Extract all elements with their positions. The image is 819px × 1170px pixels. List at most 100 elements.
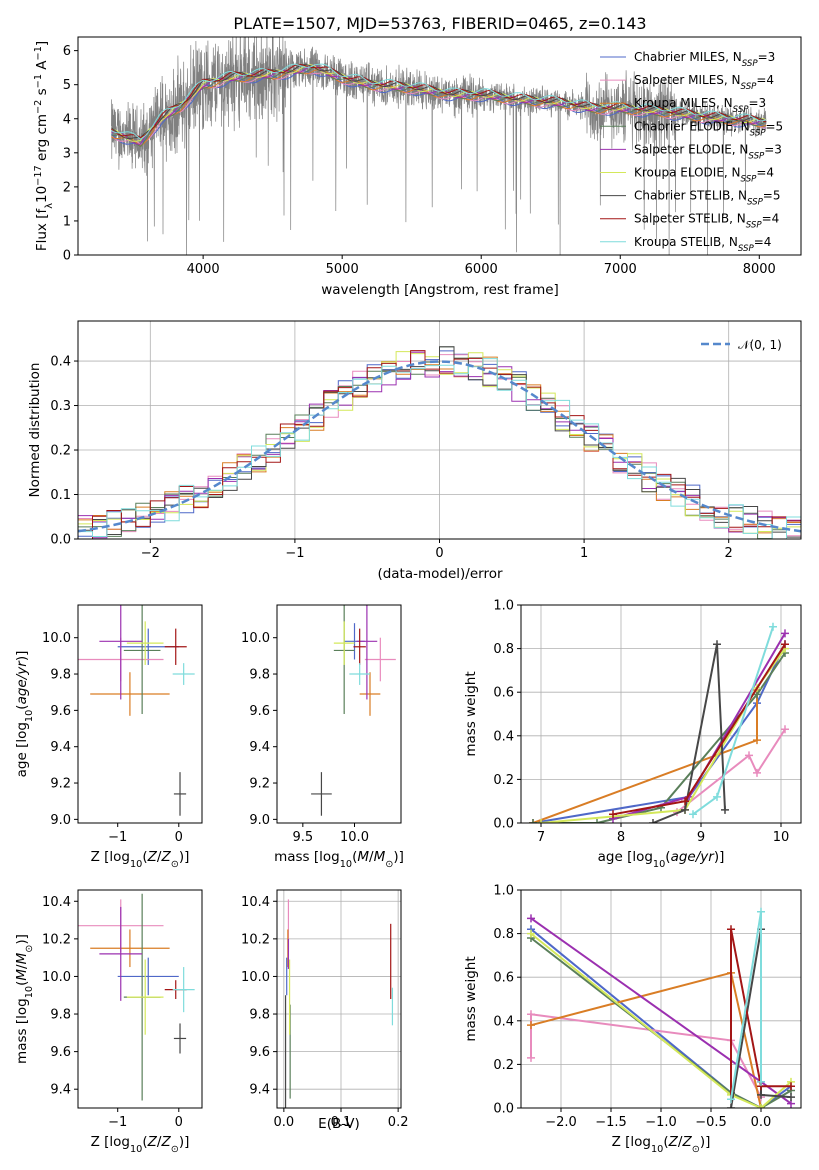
x-axis-label: (data-model)/error: [377, 566, 503, 582]
series-marker-salpeter_miles: [527, 1010, 535, 1019]
x-tick-label: −2: [141, 546, 160, 561]
y-tick-label: 1: [63, 214, 71, 229]
x-tick-label: 9: [697, 830, 705, 845]
y-tick-label: 4: [63, 112, 71, 127]
y-tick-label: 0.0: [493, 817, 514, 832]
y-axis-label: age [log10(age/yr)]: [14, 651, 35, 778]
y-tick-label: 0.2: [493, 1058, 514, 1073]
y-tick-label: 0.4: [50, 355, 71, 370]
x-tick-label: −1: [108, 830, 127, 845]
y-tick-label: 9.4: [50, 1083, 71, 1098]
legend-text-part: =3: [758, 50, 776, 64]
chart-mass_weight_vs_Z: −2.0 −1.5 −1.0 −0.5 0.0 0.0 0.2 0.4 0.6 0.8 1.0: [493, 884, 802, 1130]
legend-text-part: SSP: [742, 59, 759, 69]
legend-label-chabrier_elodie: Chabrier ELODIE, NSSP=5: [634, 119, 783, 138]
legend-text-part: =4: [756, 166, 774, 180]
legend-text-part: =3: [764, 142, 782, 156]
legend-label-salpeter_elodie: Salpeter ELODIE, NSSP=3: [634, 142, 782, 161]
x-axis-label: Z [log10(Z/Z⊙)]: [612, 1134, 711, 1155]
legend-text-part: SSP: [738, 244, 755, 254]
series-marker-salpeter_stelib: [781, 640, 789, 649]
series-marker-kroupa_stelib: [769, 622, 777, 631]
series-marker-salpeter_miles: [527, 1053, 535, 1062]
y-tick-label: 5: [63, 78, 71, 93]
plot-area: [78, 893, 195, 1101]
series-marker-chabrier_stelib: [787, 1093, 795, 1102]
y-tick-label: 0.6: [493, 971, 514, 986]
axes-frame: [77, 320, 802, 540]
legend-text-part: SSP: [746, 221, 763, 231]
y-tick-label: 9.8: [249, 1008, 270, 1023]
legend-text-part: Kroupa STELIB, N: [634, 235, 738, 249]
x-axis-label: age [log10(age/yr)]: [598, 849, 725, 870]
x-tick-label: −2.0: [545, 1115, 577, 1130]
y-tick-label: 9.2: [249, 777, 270, 792]
y-tick-label: 10.4: [241, 895, 270, 910]
x-tick-label: −1: [108, 1115, 127, 1130]
legend-text-part: SSP: [747, 198, 764, 208]
normal-reference-curve: [78, 360, 801, 533]
series-marker-kroupa_miles: [753, 736, 761, 745]
legend-text-part: SSP: [733, 105, 750, 115]
legend-text-part: SSP: [741, 82, 758, 92]
series-marker-chabrier_stelib: [713, 640, 721, 649]
legend-text-part: Chabrier STELIB, N: [634, 189, 747, 203]
series-marker-kroupa_stelib: [689, 810, 697, 819]
series-marker-kroupa_miles: [527, 1021, 535, 1030]
x-tick-label: 10.0: [340, 830, 369, 845]
y-tick-label: 9.6: [249, 1045, 270, 1060]
y-tick-label: 2: [63, 180, 71, 195]
y-tick-label: 10.2: [42, 932, 71, 947]
series-marker-chabrier_stelib: [721, 805, 729, 814]
y-tick-label: 10.0: [241, 970, 270, 985]
series-marker-salpeter_stelib: [727, 925, 735, 934]
x-axis-label: Z [log10(Z/Z⊙)]: [91, 1134, 190, 1155]
x-tick-label: 0: [175, 1115, 183, 1130]
legend-label-chabrier_stelib: Chabrier STELIB, NSSP=5: [634, 189, 781, 208]
y-tick-label: 9.0: [249, 813, 270, 828]
series-marker-salpeter_stelib: [681, 797, 689, 806]
legend-text-part: Salpeter STELIB, N: [634, 212, 746, 226]
y-tick-label: 9.0: [50, 813, 71, 828]
series-marker-kroupa_stelib: [757, 1077, 765, 1086]
chart-age_vs_Z: −1 0 9.0 9.2 9.4 9.6 9.8 10.0: [42, 604, 203, 845]
y-tick-label: 1.0: [493, 599, 514, 614]
model-spectrum-salpeter_elodie: [111, 64, 767, 145]
y-tick-label: 0: [63, 249, 71, 264]
legend-text-part: =4: [756, 73, 774, 87]
legend-text-part: Kroupa MILES, N: [634, 96, 733, 110]
x-tick-label: −1: [285, 546, 304, 561]
y-tick-label: 0.8: [493, 642, 514, 657]
legend-label-chabrier_miles: Chabrier MILES, NSSP=3: [634, 50, 775, 69]
y-tick-label: 0.2: [493, 773, 514, 788]
y-tick-label: 10.4: [42, 895, 71, 910]
x-tick-label: 8000: [743, 262, 776, 277]
legend-label-kroupa_elodie: Kroupa ELODIE, NSSP=4: [634, 166, 774, 185]
legend-text-part: =4: [762, 212, 780, 226]
x-tick-label: −1.5: [595, 1115, 627, 1130]
series-line-chabrier_miles: [532, 643, 786, 823]
legend-text-part: SSP: [750, 128, 767, 138]
series-marker-kroupa_stelib: [757, 907, 765, 916]
x-tick-label: 0.1: [331, 1115, 352, 1130]
y-tick-label: 10.2: [241, 932, 270, 947]
legend-text-part: Salpeter MILES, N: [634, 73, 741, 87]
y-tick-label: 9.4: [50, 740, 71, 755]
series-marker-salpeter_miles: [781, 725, 789, 734]
y-axis-label: Flux [fλ10−17 erg cm−2 s−1 A−1]: [33, 41, 55, 251]
plot-area: [78, 605, 195, 816]
y-tick-label: 10.0: [241, 631, 270, 646]
model-spectrum-kroupa_elodie: [111, 64, 767, 142]
series-marker-chabrier_stelib: [649, 819, 657, 823]
legend-text-part: =4: [754, 235, 772, 249]
x-tick-label: 2: [725, 546, 733, 561]
y-tick-label: 9.2: [50, 777, 71, 792]
axes-frame: [520, 604, 802, 824]
series-marker-salpeter_miles: [753, 768, 761, 777]
series-marker-chabrier_stelib: [757, 1090, 765, 1099]
y-axis-label: Normed distribution: [27, 363, 43, 498]
y-tick-label: 9.6: [249, 704, 270, 719]
legend-text-part: Chabrier MILES, N: [634, 50, 742, 64]
legend-label-kroupa_stelib: Kroupa STELIB, NSSP=4: [634, 235, 771, 254]
